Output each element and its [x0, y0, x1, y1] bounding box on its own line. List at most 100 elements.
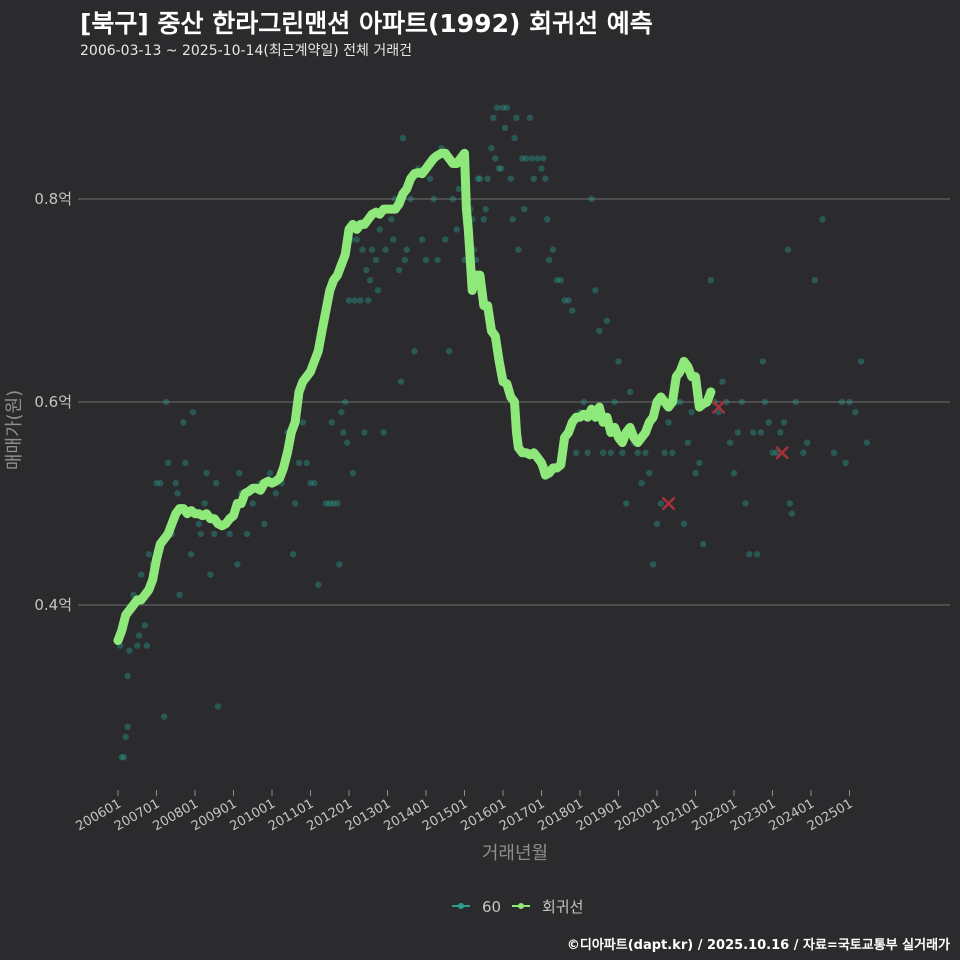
scatter-point — [661, 449, 668, 456]
scatter-point — [207, 571, 214, 578]
scatter-point — [649, 561, 657, 568]
scatter-point — [162, 398, 170, 406]
y-axis-title: 매매가(원) — [4, 390, 25, 470]
scatter-point — [611, 398, 618, 406]
scatter-point — [401, 256, 409, 264]
scatter-point — [303, 459, 310, 467]
scatter-point — [580, 398, 588, 406]
scatter-point — [368, 246, 376, 253]
scatter-point — [124, 723, 131, 730]
chart-title: [북구] 중산 한라그린맨션 아파트(1992) 회귀선 예측 — [80, 9, 653, 38]
scatter-point — [122, 733, 129, 741]
scatter-point — [759, 358, 767, 365]
scatter-point — [236, 469, 243, 477]
scatter-point — [374, 287, 382, 294]
scatter-point — [561, 297, 568, 304]
scatter-point — [390, 236, 397, 243]
legend-item: 60 — [452, 898, 501, 916]
scatter-point — [382, 246, 389, 253]
scatter-point — [761, 398, 768, 406]
scatter-point — [480, 216, 487, 223]
scatter-point — [819, 216, 826, 223]
scatter-point — [226, 530, 233, 538]
scatter-point — [509, 216, 516, 223]
scatter-point — [141, 622, 149, 629]
scatter-point — [522, 155, 530, 162]
scatter-point — [490, 114, 497, 122]
scatter-point — [572, 449, 580, 456]
scatter-point — [330, 500, 337, 507]
scatter-point — [657, 500, 665, 507]
scatter-point — [538, 165, 545, 172]
scatter-point — [359, 246, 366, 253]
scatter-point — [553, 277, 561, 284]
scatter-point — [476, 175, 484, 182]
scatter-point — [418, 236, 426, 243]
scatter-point — [161, 713, 168, 720]
scatter-point — [455, 185, 462, 193]
scatter-point — [700, 540, 707, 548]
scatter-point — [201, 500, 208, 507]
scatter-point — [863, 439, 871, 446]
scatter-point — [557, 277, 564, 284]
scatter-point — [430, 195, 437, 203]
scatter-point — [546, 256, 553, 264]
scatter-point — [366, 277, 374, 284]
scatter-point — [696, 459, 703, 467]
scatter-layer — [116, 104, 871, 761]
scatter-point — [214, 703, 222, 710]
regression-line — [113, 148, 716, 645]
scatter-point — [757, 429, 765, 436]
scatter-point — [336, 561, 343, 568]
scatter-point — [765, 419, 772, 426]
scatter-point — [453, 226, 460, 233]
scatter-point — [788, 510, 795, 517]
scatter-point — [528, 155, 536, 162]
scatter-point — [780, 419, 788, 426]
scatter-point — [157, 480, 164, 487]
scatter-point — [176, 591, 183, 599]
scatter-point — [513, 114, 520, 122]
scatter-point — [135, 632, 143, 639]
scatter-point — [838, 398, 845, 406]
scatter-point — [565, 297, 572, 304]
scatter-point — [426, 175, 434, 182]
scatter-point — [800, 449, 807, 456]
scatter-point — [411, 348, 418, 355]
scatter-point — [653, 520, 661, 527]
scatter-point — [474, 175, 482, 182]
cancelled-marker — [711, 400, 726, 414]
scatter-point — [544, 216, 551, 223]
legend: 60 회귀선 — [452, 898, 583, 916]
scatter-point — [137, 571, 145, 578]
scatter-point — [746, 551, 753, 558]
scatter-point — [153, 480, 160, 487]
scatter-point — [345, 297, 353, 304]
scatter-point — [422, 256, 430, 264]
scatter-point — [592, 287, 599, 294]
scatter-point — [143, 642, 151, 649]
legend-marker — [518, 903, 524, 909]
scatter-point — [684, 439, 691, 446]
scatter-point — [520, 205, 528, 213]
scatter-point — [515, 246, 522, 253]
scatter-point — [397, 378, 405, 385]
scatter-point — [351, 297, 358, 304]
scatter-point — [619, 449, 626, 456]
scatter-point — [492, 155, 499, 162]
scatter-point — [750, 429, 757, 436]
scatter-point — [341, 398, 349, 406]
scatter-point — [607, 449, 614, 456]
scatter-point — [501, 124, 509, 132]
scatter-point — [172, 480, 179, 487]
scatter-point — [638, 480, 645, 487]
scatter-point — [372, 256, 380, 264]
scatter-point — [145, 551, 152, 558]
scatter-point — [542, 175, 549, 182]
scatter-point — [846, 398, 853, 406]
scatter-point — [511, 134, 518, 142]
scatter-point — [495, 165, 503, 172]
scatter-point — [328, 419, 335, 426]
scatter-point — [665, 419, 672, 426]
legend-item: 회귀선 — [512, 898, 583, 916]
